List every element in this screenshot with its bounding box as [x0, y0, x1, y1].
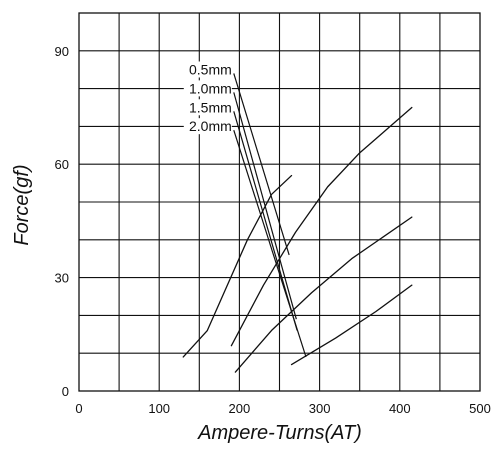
x-axis-title: Ampere-Turns(AT) — [197, 422, 362, 444]
series-line-1-0mm — [230, 106, 413, 347]
x-tick-label: 200 — [229, 401, 251, 416]
plot-frame — [78, 12, 481, 392]
x-tick-label: 0 — [75, 401, 82, 416]
x-tick-label: 500 — [469, 401, 491, 416]
gap-leader-lines: 0.5mm 1.0mm 1.5mm 2.0mm — [183, 61, 307, 358]
y-tick-label: 60 — [55, 157, 69, 172]
grid-lines — [79, 13, 480, 391]
series-label-1-5mm: 1.5mm — [189, 99, 232, 115]
series-line-0-5mm — [182, 174, 293, 358]
series-label-background-1-5mm — [183, 99, 232, 116]
x-tick-label: 300 — [309, 401, 331, 416]
series-label-background-2-0mm — [183, 118, 232, 135]
leader-line-2-0mm — [233, 129, 307, 358]
data-series-group — [182, 106, 413, 373]
series-label-background-0-5mm — [183, 61, 232, 78]
tick-labels: 0 100 200 300 400 500 0 30 60 90 — [55, 44, 491, 416]
series-line-1-5mm — [234, 216, 413, 373]
y-tick-label: 90 — [55, 44, 69, 59]
series-label-0-5mm: 0.5mm — [189, 61, 232, 77]
axis-titles: Ampere-Turns(AT) Force(gf) — [11, 164, 362, 444]
series-label-2-0mm: 2.0mm — [189, 118, 232, 134]
y-tick-label: 0 — [62, 384, 69, 399]
series-label-background-1-0mm — [183, 80, 232, 97]
y-axis-title: Force(gf) — [11, 164, 33, 245]
x-tick-label: 400 — [389, 401, 411, 416]
leader-line-1-5mm — [233, 111, 298, 331]
plot-border — [78, 12, 481, 392]
series-line-2-0mm — [290, 284, 413, 366]
leader-line-0-5mm — [233, 73, 290, 256]
leader-line-1-0mm — [233, 92, 297, 320]
y-tick-label: 30 — [55, 271, 69, 286]
series-label-1-0mm: 1.0mm — [189, 80, 232, 96]
x-tick-label: 100 — [148, 401, 170, 416]
